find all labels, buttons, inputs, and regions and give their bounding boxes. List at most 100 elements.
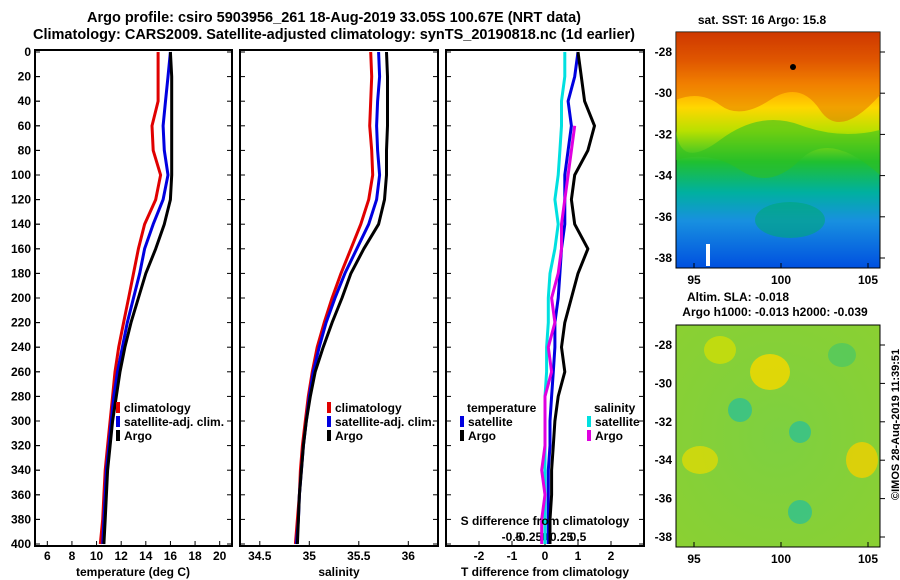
x-tick-label: 35: [303, 549, 317, 563]
s-diff-tick-label: 0.5: [570, 530, 587, 544]
sst-missing-data: [706, 244, 710, 266]
lat-tick-label: -34: [655, 169, 673, 183]
sst-cool-eddy: [755, 202, 825, 238]
sla-map-title-2: Argo h1000: -0.013 h2000: -0.039: [682, 305, 868, 319]
depth-tick-label: 240: [11, 340, 31, 354]
x-tick-label: 36: [402, 549, 416, 563]
depth-tick-label: 100: [11, 168, 31, 182]
depth-tick-label: 360: [11, 488, 31, 502]
series-line-temperature-satellite: [546, 51, 580, 544]
timestamp-stamp: ©IMOS 28-Aug-2019 11:39:51: [890, 348, 900, 500]
lat-tick-label: -34: [655, 453, 673, 467]
series-line-salinity-argo: [540, 125, 577, 544]
argo-float-marker: [790, 64, 796, 70]
x-tick-label: 0: [542, 549, 549, 563]
series-line-temperature-argo: [548, 51, 596, 544]
x-tick-label: 20: [213, 549, 227, 563]
depth-tick-label: 340: [11, 463, 31, 477]
legend-label-satellite: satellite-adj. clim.: [335, 415, 435, 429]
legend-swatch-argo: [327, 430, 331, 441]
series-line-argo: [102, 51, 174, 545]
depth-tick-label: 40: [18, 94, 32, 108]
x-tick-label: 35.5: [347, 549, 371, 563]
sla-low-anomaly: [828, 343, 856, 367]
x-tick-label: 18: [188, 549, 202, 563]
s-difference-xlabel: S difference from climatology: [461, 514, 630, 528]
lat-tick-label: -28: [655, 338, 673, 352]
x-tick-label: 12: [115, 549, 129, 563]
depth-tick-label: 200: [11, 291, 31, 305]
depth-tick-label: 400: [11, 537, 31, 551]
depth-tick-label: 280: [11, 389, 31, 403]
s-diff-tick-label: -0.25: [515, 530, 543, 544]
s-diff-tick-label: -0.5: [502, 530, 523, 544]
x-tick-label: 2: [608, 549, 615, 563]
salinity-legend: climatology satellite-adj. clim. Argo: [327, 401, 435, 443]
legend-swatch-s-argo: [587, 430, 591, 441]
legend-label-climatology: climatology: [124, 401, 191, 415]
legend-label-t-argo: Argo: [468, 429, 496, 443]
legend-swatch-satellite: [327, 416, 331, 427]
depth-tick-label: 20: [18, 70, 32, 84]
sla-high-anomaly: [682, 446, 718, 474]
legend-title-temperature: temperature: [467, 401, 537, 415]
lon-tick-label: 95: [687, 552, 701, 566]
lat-tick-label: -30: [655, 376, 673, 390]
sla-low-anomaly: [728, 398, 752, 422]
x-tick-label: 6: [44, 549, 51, 563]
chart-title: Argo profile: csiro 5903956_261 18-Aug-2…: [0, 10, 668, 44]
legend-label-argo: Argo: [124, 429, 152, 443]
legend-swatch-satellite: [116, 416, 120, 427]
legend-label-t-satellite: satellite: [468, 415, 513, 429]
legend-title-salinity: salinity: [594, 401, 636, 415]
x-tick-label: -2: [474, 549, 485, 563]
depth-tick-label: 0: [24, 45, 31, 59]
lat-tick-label: -30: [655, 86, 673, 100]
series-line-argo: [295, 51, 389, 545]
difference-legend: temperature satellite Argo salinity sate…: [460, 401, 640, 443]
depth-axis: 0 20 40 60 80 100 120 140 160 180 200 220 240 260 280 3…: [11, 45, 40, 551]
salinity-profile-plot: 34.5 35 35.5 36: [240, 51, 438, 563]
temperature-legend: climatology satellite-adj. clim. Argo: [116, 401, 224, 443]
sst-green-band: [676, 120, 880, 178]
sst-map: sat. SST: 16 Argo: 15.8 -28 -30 -32 -34 -36 -…: [655, 13, 885, 287]
x-tick-label: 16: [164, 549, 178, 563]
series-line-salinity-satellite: [543, 52, 567, 544]
s-diff-tick-label: 0.25: [550, 530, 574, 544]
sla-map-title-1: Altim. SLA: -0.018: [687, 290, 789, 304]
sla-low-anomaly: [788, 500, 812, 524]
depth-tick-label: 140: [11, 217, 31, 231]
legend-swatch-t-satellite: [460, 416, 464, 427]
temperature-xlabel: temperature (deg C): [76, 565, 190, 579]
depth-tick-label: 80: [18, 143, 32, 157]
legend-label-argo: Argo: [335, 429, 363, 443]
sla-high-anomaly: [750, 354, 790, 390]
sst-warm-region: [676, 32, 880, 122]
depth-tick-label: 300: [11, 414, 31, 428]
lon-tick-label: 100: [771, 552, 791, 566]
depth-tick-label: 160: [11, 242, 31, 256]
sla-map: Altim. SLA: -0.018 Argo h1000: -0.013 h2…: [655, 290, 885, 566]
title-line-2: Climatology: CARS2009. Satellite-adjuste…: [33, 27, 635, 43]
lat-tick-label: -36: [655, 210, 673, 224]
depth-tick-label: 180: [11, 266, 31, 280]
sla-high-anomaly: [846, 442, 878, 478]
lon-tick-label: 95: [687, 273, 701, 287]
x-tick-label: 10: [90, 549, 104, 563]
salinity-panel-frame: [239, 49, 439, 547]
legend-swatch-t-argo: [460, 430, 464, 441]
legend-label-satellite: satellite-adj. clim.: [124, 415, 224, 429]
lon-tick-label: 105: [858, 273, 878, 287]
depth-tick-label: 380: [11, 512, 31, 526]
x-tick-label: 8: [69, 549, 76, 563]
depth-tick-label: 220: [11, 316, 31, 330]
t-difference-xlabel: T difference from climatology: [461, 565, 629, 579]
x-tick-label: -1: [507, 549, 518, 563]
legend-swatch-climatology: [327, 402, 331, 413]
depth-tick-label: 60: [18, 119, 32, 133]
x-tick-label: 34.5: [248, 549, 272, 563]
legend-label-s-satellite: satellite: [595, 415, 640, 429]
x-tick-label: 14: [139, 549, 153, 563]
legend-label-s-argo: Argo: [595, 429, 623, 443]
